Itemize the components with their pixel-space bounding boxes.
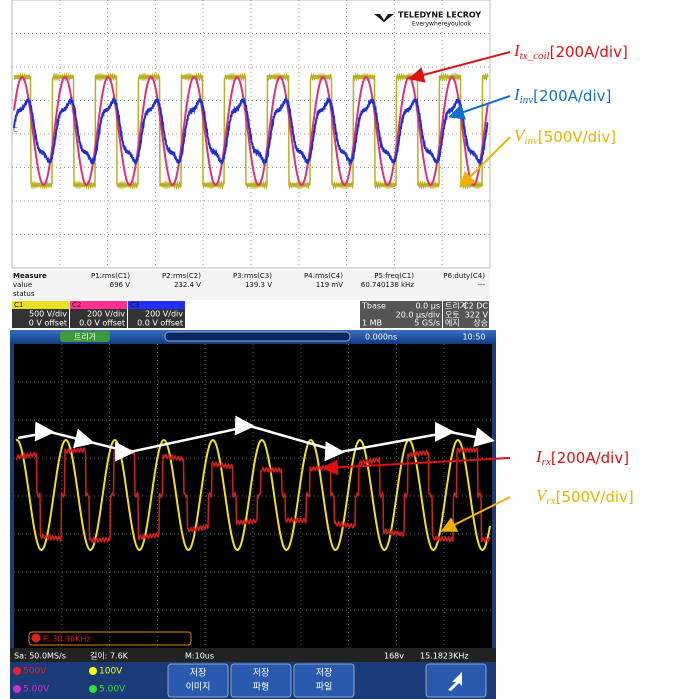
measure-header: P2:rms(C2): [162, 272, 201, 280]
channel-icon: [13, 667, 21, 675]
scale: [500V/div]: [556, 488, 634, 506]
measure-value: 60.740138 kHz: [361, 281, 414, 289]
measure-header: P4:rms(C4): [304, 272, 343, 280]
measure-value: ---: [477, 281, 485, 289]
measure-value: 139.3 V: [245, 281, 272, 289]
tagline: Everywhereyoulook: [412, 21, 472, 28]
frequency: F: 30.36KHz: [43, 635, 91, 644]
channel-icon: [89, 667, 97, 675]
measure-header: P6:duty(C4): [443, 272, 485, 280]
channel-scale: 5.00V: [99, 685, 126, 695]
annotation: Vinv[500V/div]: [514, 126, 616, 147]
subscript: tx_coil: [520, 50, 550, 62]
softkey-label: 저장: [316, 668, 333, 679]
softkey-label: 파일: [316, 682, 333, 693]
time-offset: 0.000ns: [365, 333, 397, 342]
softkey-label: 이미지: [186, 682, 211, 693]
subscript: inv: [524, 135, 538, 147]
trigger-freq: 15.1823KHz: [420, 652, 469, 661]
scale: [200A/div]: [550, 43, 628, 61]
channel-name: C2: [72, 301, 81, 309]
tbase-delay: 0.0 µs: [415, 302, 440, 311]
row-label: value: [13, 281, 32, 289]
scale: [200A/div]: [533, 87, 611, 105]
ch-marker: C: [13, 126, 18, 134]
status-label: status: [13, 290, 35, 298]
scale: [500V/div]: [538, 128, 616, 146]
measure-header: P5:freq(C1): [374, 272, 414, 280]
softkey-label: 저장: [253, 668, 270, 679]
channel-icon: [13, 685, 21, 693]
tbase-mem: 1 MB: [362, 319, 382, 328]
trig-slope: 상승: [473, 318, 488, 328]
softkey-label: 저장: [190, 668, 207, 679]
channel-offset: 0 V offset: [29, 319, 67, 328]
channel-scale: 500 V/div: [29, 310, 67, 319]
tbase-rate: 5 GS/s: [414, 319, 440, 328]
scale: [200A/div]: [551, 449, 629, 467]
measure-header: P3:rms(C3): [233, 272, 272, 280]
sample-rate: Sa: 50.0MS/s: [14, 652, 66, 661]
subscript: rx: [546, 495, 555, 507]
channel-scale: 500V: [23, 667, 47, 677]
annotation: Iinv[200A/div]: [513, 85, 611, 106]
horizontal: M:10us: [185, 652, 214, 661]
trigger-level: 168v: [384, 652, 404, 661]
channel-name: C1: [14, 301, 23, 309]
position-bar: [165, 332, 350, 341]
subscript: rx: [542, 456, 551, 468]
measure-value: 232.4 V: [174, 281, 201, 289]
page: TELEDYNE LECROY Everywhereyoulook C Meas…: [0, 0, 674, 699]
softkey-label: 파형: [253, 682, 270, 693]
channel-offset: 0.0 V offset: [79, 319, 125, 328]
measure-value: 119 mV: [316, 281, 343, 289]
channel-name: C3: [130, 301, 139, 309]
channel-scale: 100V: [99, 667, 123, 677]
measure-label: Measure: [13, 272, 47, 280]
channel-offset: 0.0 V offset: [137, 319, 183, 328]
subscript: inv: [520, 94, 534, 106]
channel-icon: [89, 685, 97, 693]
measure-header: P1:rms(C1): [91, 272, 130, 280]
trig-source: C2 DC: [463, 302, 488, 311]
channel-scale: 200 V/div: [145, 310, 183, 319]
annotation: Itx_coil[200A/div]: [513, 41, 628, 62]
bottom-scope: 트리거 0.000ns 10:50 F: 30.36KHz Sa: 50.0MS…: [10, 330, 496, 699]
tbase-label: Tbase: [361, 302, 386, 311]
trig-type: 에지: [445, 319, 460, 328]
record-length: 길이: 7.6K: [90, 651, 129, 661]
channel-scale: 200 V/div: [87, 310, 125, 319]
clock: 10:50: [462, 333, 485, 342]
freq-icon: [32, 634, 41, 643]
trigger-status: 트리거: [74, 333, 96, 342]
annotation: Irx[200A/div]: [535, 447, 629, 468]
brand: TELEDYNE LECROY: [398, 11, 481, 20]
annotation: Vrx[500V/div]: [536, 486, 634, 507]
top-scope: TELEDYNE LECROY Everywhereyoulook C Meas…: [12, 0, 490, 328]
channel-scale: 5.00V: [23, 685, 50, 695]
measure-value: 696 V: [110, 281, 131, 289]
channel-boxes: C1500 V/div0 V offsetC2200 V/div0.0 V of…: [12, 301, 185, 328]
